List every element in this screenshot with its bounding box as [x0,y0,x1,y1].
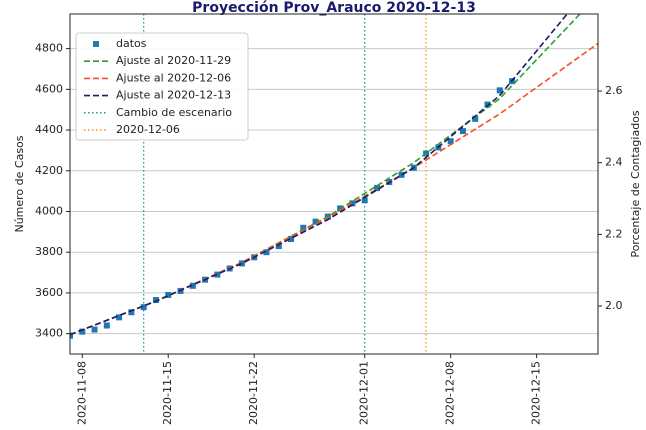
legend-label: Ajuste al 2020-11-29 [116,54,231,67]
data-point [312,218,319,225]
data-point [140,304,147,311]
data-point [447,138,454,145]
data-point [398,171,405,178]
plot-area [70,14,598,354]
x-tick-label: 2020-12-15 [530,361,543,425]
data-point [275,243,282,250]
y-tick-label: 4800 [35,42,63,55]
legend-label: Ajuste al 2020-12-13 [116,89,231,102]
legend-marker [93,41,99,47]
x-tick-label: 2020-12-08 [444,361,457,425]
legend-label: Cambio de escenario [116,106,232,119]
x-tick-label: 2020-11-22 [247,361,260,425]
data-point [238,260,245,267]
legend-label: datos [116,37,147,50]
y2-tick-label: 2.0 [605,299,623,312]
x-tick-label: 2020-12-01 [358,361,371,425]
fit-line [70,14,569,336]
data-point [70,332,73,339]
data-point [459,128,466,135]
y-tick-label: 3600 [35,286,63,299]
data-point [373,185,380,192]
data-point [214,271,221,278]
data-point [79,328,86,335]
y2-axis-label: Porcentaje de Contagiados [629,110,642,258]
y-tick-label: 4600 [35,82,63,95]
y-axis-label: Número de Casos [13,135,26,232]
data-point [103,322,110,329]
data-point [189,282,196,289]
y2-tick-label: 2.4 [605,156,623,169]
plot-frame [69,13,599,355]
legend-box [75,32,249,141]
chart-title: Proyección Prov_Arauco 2020-12-13 [192,0,476,16]
data-point [472,115,479,122]
y2-tick-label: 2.6 [605,84,623,97]
data-point [165,291,172,298]
data-point [496,87,503,94]
legend: datos Ajuste al 2020-11-29 Ajuste al 2020-… [75,32,249,141]
data-point [152,297,159,304]
data-point [300,224,307,231]
y-tick-label: 3800 [35,245,63,258]
data-point [484,101,491,108]
y-tick-label: 4400 [35,123,63,136]
y-tick-label: 4000 [35,204,63,217]
data-point [128,309,135,316]
x-tick-label: 2020-11-08 [75,361,88,425]
legend-label: Ajuste al 2020-12-06 [116,71,231,84]
data-point [263,249,270,256]
legend-label: 2020-12-06 [116,123,180,136]
data-point [116,314,123,321]
data-point [361,197,368,204]
data-point [91,326,98,333]
y-tick-label: 4200 [35,164,63,177]
y-tick-label: 3400 [35,327,63,340]
data-point [288,235,295,242]
x-tick-label: 2020-11-15 [161,361,174,425]
y2-tick-label: 2.2 [605,227,623,240]
